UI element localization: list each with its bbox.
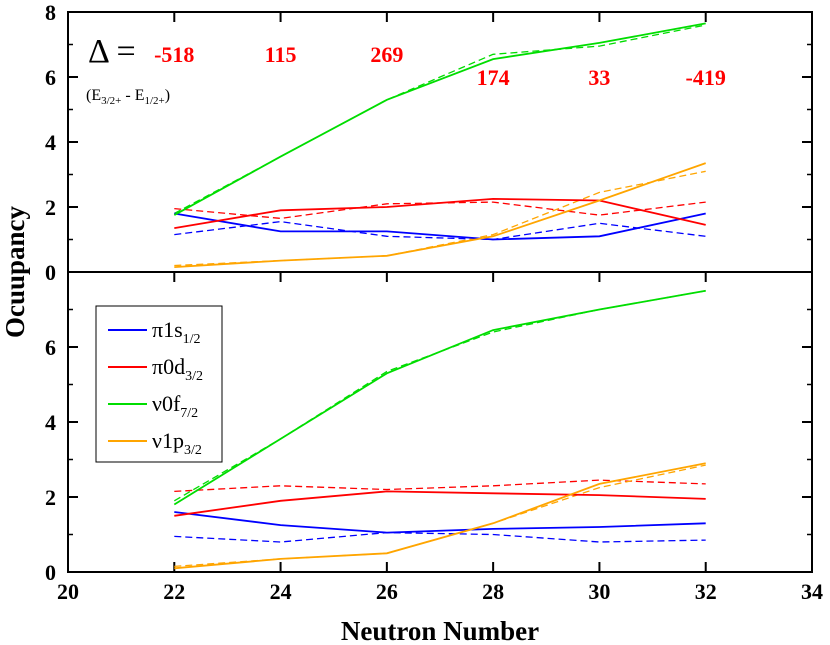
series-line-top--1p3-2 (174, 162, 706, 268)
legend-box (95, 305, 223, 463)
y-tick-label: 8 (45, 0, 56, 25)
delta-value: 115 (265, 42, 297, 67)
legend-label: π1s1/2 (152, 317, 201, 347)
legend: π1s1/2 π0d3/2 ν0f7/2 ν1p3/2 (95, 305, 223, 463)
y-tick-label: 6 (45, 335, 56, 360)
legend-label: π0d3/2 (152, 354, 203, 384)
x-tick-label: 34 (801, 579, 823, 604)
x-tick-label: 30 (588, 579, 610, 604)
delta-value: -518 (154, 42, 194, 67)
series-line-top--1s1-2-dashed- (174, 220, 706, 241)
series-line-bottom--1p3-2 (174, 462, 706, 570)
series-line-bottom--0d3-2 (174, 490, 706, 517)
delta-formula-close: ) (165, 87, 170, 104)
delta-symbol: Δ = (88, 33, 136, 70)
delta-value: 33 (588, 65, 610, 90)
series-line-top--0f7-2-dashed- (173, 24, 706, 215)
legend-entries: π1s1/2 π0d3/2 ν0f7/2 ν1p3/2 (108, 317, 203, 458)
delta-value: 269 (370, 42, 403, 67)
delta-formula-sub-b: 1/2+ (144, 95, 164, 107)
series-line-top--0d3-2 (174, 197, 706, 229)
series-line-bottom--0f7-2-dashed- (173, 290, 706, 502)
x-tick-label: 32 (695, 579, 717, 604)
x-tick-label: 26 (376, 579, 398, 604)
plot-frame (67, 11, 813, 573)
x-tick-label: 22 (163, 579, 185, 604)
x-tick-label: 20 (57, 579, 79, 604)
series-layer (173, 22, 706, 570)
x-axis: 20 22 24 26 28 30 32 34 (57, 12, 823, 604)
series-line-bottom--1s1-2-dashed- (174, 531, 706, 543)
bottom-panel: 0 2 4 6 (45, 308, 812, 585)
y-axis-title: Ocuupancy (0, 205, 30, 338)
delta-formula: (E3/2+ - E1/2+) (86, 87, 170, 107)
legend-label: ν0f7/2 (152, 391, 198, 421)
x-tick-label: 24 (270, 579, 292, 604)
delta-formula-open: (E (86, 87, 101, 104)
series-line-bottom--1p3-2-dashed- (174, 464, 706, 568)
x-axis-title: Neutron Number (341, 616, 539, 645)
delta-value: -419 (686, 65, 726, 90)
y-tick-label: 0 (45, 260, 56, 285)
series-line-top--1p3-2-dashed- (174, 170, 706, 267)
y-tick-label: 4 (45, 410, 56, 435)
series-line-top--0f7-2 (173, 22, 706, 216)
x-tick-label: 28 (482, 579, 504, 604)
delta-annotation: Δ = (E3/2+ - E1/2+) -518 115 269 174 33 -419 (86, 33, 726, 107)
y-tick-label: 0 (45, 560, 56, 585)
y-tick-label: 4 (45, 130, 56, 155)
delta-formula-mid: - E (121, 87, 144, 104)
delta-values: -518 115 269 174 33 -419 (154, 42, 726, 90)
y-tick-label: 6 (45, 65, 56, 90)
series-line-bottom--1s1-2 (174, 511, 706, 534)
y-tick-label: 2 (45, 485, 56, 510)
top-panel: 0 2 4 6 8 (45, 0, 812, 285)
legend-label: ν1p3/2 (152, 428, 202, 458)
series-line-top--1s1-2 (174, 212, 706, 241)
series-line-top--0d3-2-dashed- (174, 201, 706, 220)
delta-value: 174 (477, 65, 510, 90)
y-tick-label: 2 (45, 195, 56, 220)
series-line-bottom--0f7-2 (173, 289, 706, 506)
delta-formula-sub-a: 3/2+ (101, 95, 121, 107)
